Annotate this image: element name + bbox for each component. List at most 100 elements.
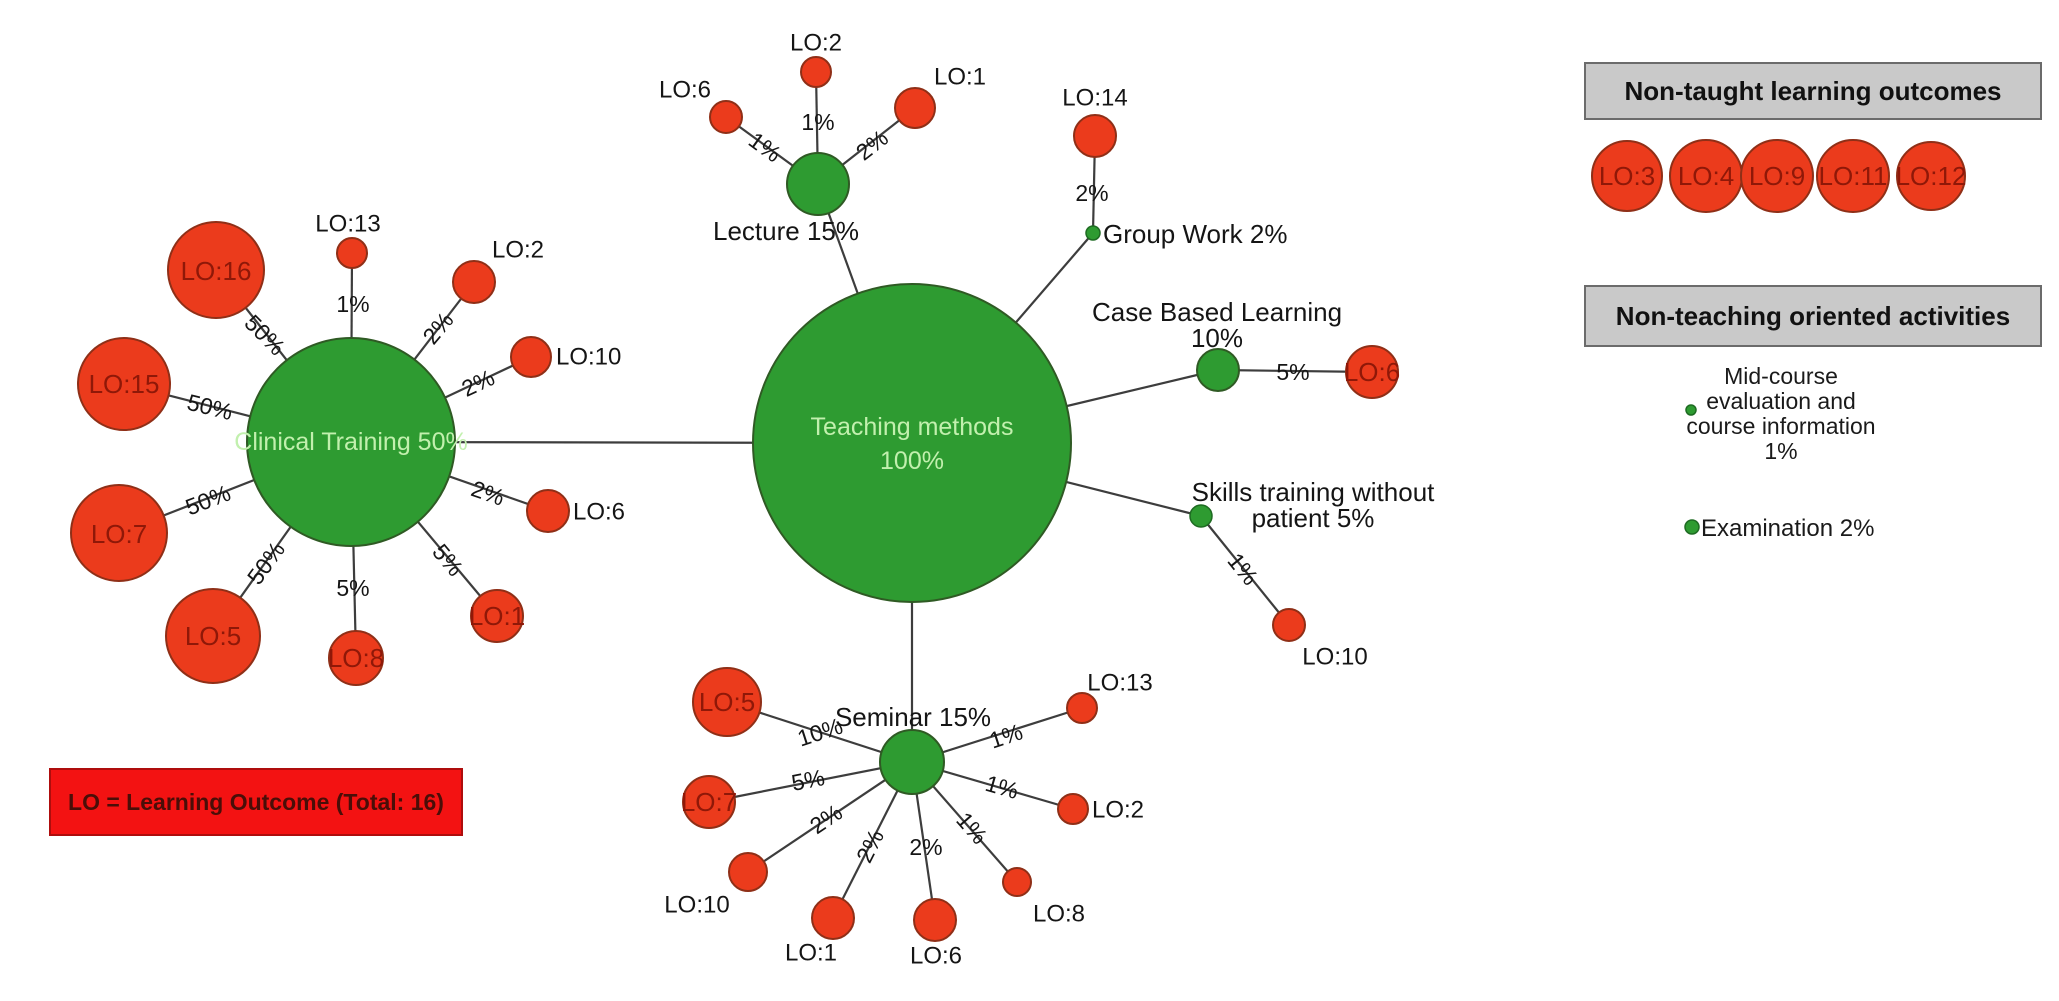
label-100: 100% — [880, 447, 944, 475]
node-clinical-lo7 — [70, 484, 168, 582]
edge-percent-label-2: 2% — [417, 307, 458, 349]
edge-percent-label-2: 2% — [457, 364, 498, 402]
label-lo-10: LO:10 — [664, 892, 729, 919]
edge-percent-label-1: 1% — [982, 770, 1021, 804]
label-lo-4: LO:4 — [1678, 161, 1734, 191]
edge-percent-label-5: 5% — [1276, 359, 1309, 385]
node-clinical-lo5 — [165, 588, 261, 684]
node-clinical-lo6 — [526, 489, 570, 533]
node-lecture-lo1 — [894, 87, 936, 129]
mid-course-line-1: Mid-course — [1724, 363, 1838, 389]
edge-percent-label-1: 1% — [744, 127, 786, 168]
node-seminar-lo8 — [1002, 867, 1032, 897]
edge-percent-label-2: 2% — [468, 475, 508, 510]
label-lo-5: LO:5 — [699, 687, 755, 717]
label-lo-6: LO:6 — [659, 77, 711, 104]
edge-percent-label-1: 1% — [1222, 548, 1263, 590]
examination-label: Examination 2% — [1701, 515, 1875, 542]
edge-percent-label-50: 50% — [242, 537, 290, 590]
mid-course-line-4: 1% — [1764, 438, 1798, 464]
node-seminar-lo6 — [913, 898, 957, 942]
node-lecture-lo6 — [709, 100, 743, 134]
label-lo-7: LO:7 — [681, 787, 737, 817]
node-group-work — [1085, 225, 1101, 241]
label-lo-5: LO:5 — [185, 621, 241, 651]
mid-course-line-2: evaluation and — [1706, 388, 1856, 414]
label-10: 10% — [1191, 323, 1243, 353]
lo-legend-text: LO = Learning Outcome (Total: 16) — [68, 788, 444, 815]
label-lo-13: LO:13 — [1087, 670, 1152, 697]
label-case-based-learning: Case Based Learning — [1092, 297, 1342, 327]
node-cbl-lo6 — [1345, 345, 1399, 399]
label-lo-11: LO:11 — [1819, 161, 1888, 191]
label-lo-1: LO:1 — [934, 64, 986, 91]
node-case-based-learning — [1196, 348, 1240, 392]
label-patient-5: patient 5% — [1252, 503, 1375, 533]
edge-percent-label-50: 50% — [182, 480, 234, 521]
node-clinical-lo16 — [167, 221, 265, 319]
edge-percent-label-5: 5% — [789, 764, 827, 796]
label-lo-2: LO:2 — [1092, 797, 1144, 824]
node-lecture — [786, 152, 850, 216]
node-nontaught-lo9 — [1740, 139, 1814, 213]
edge-percent-label-2: 2% — [1075, 180, 1108, 206]
node-nontaught-lo12 — [1896, 141, 1966, 211]
label-lo-7: LO:7 — [91, 519, 147, 549]
node-seminar — [879, 729, 945, 795]
node-clinical-lo13 — [336, 237, 368, 269]
label-lo-13: LO:13 — [315, 211, 380, 238]
node-seminar-lo13 — [1066, 692, 1098, 724]
non-teaching-activities-header-label: Non-teaching oriented activities — [1615, 300, 2011, 331]
edge-percent-label-50: 50% — [185, 389, 236, 425]
edge-percent-label-1: 1% — [336, 291, 369, 317]
label-lo-10: LO:10 — [1302, 644, 1367, 671]
node-lecture-lo2 — [800, 56, 832, 88]
label-lo-6: LO:6 — [573, 499, 625, 526]
node-seminar-lo7 — [682, 775, 736, 829]
label-lo-6: LO:6 — [1344, 357, 1400, 387]
non-teaching-activities-header: Non-teaching oriented activities — [1584, 285, 2042, 347]
label-lecture-15: Lecture 15% — [713, 216, 859, 246]
label-lo-2: LO:2 — [492, 237, 544, 264]
label-group-work-2: Group Work 2% — [1103, 219, 1287, 249]
edge-percent-label-1: 1% — [801, 109, 834, 135]
label-lo-14: LO:14 — [1062, 85, 1127, 112]
node-seminar-lo1 — [811, 896, 855, 940]
node-teaching-methods — [752, 283, 1072, 603]
label-lo-12: LO:12 — [1896, 161, 1967, 191]
node-skills-lo10 — [1272, 608, 1306, 642]
edge-connector — [708, 760, 913, 804]
node-clinical-lo10 — [510, 336, 552, 378]
node-clinical-training — [246, 337, 456, 547]
label-lo-1: LO:1 — [785, 940, 837, 967]
label-lo-6: LO:6 — [910, 943, 962, 970]
edge-percent-label-50: 50% — [240, 310, 291, 361]
label-lo-2: LO:2 — [790, 30, 842, 57]
label-lo-15: LO:15 — [89, 369, 160, 399]
node-nontaught-lo11 — [1816, 139, 1890, 213]
node-skills-training — [1189, 504, 1213, 528]
edge-percent-label-1: 1% — [986, 718, 1026, 753]
edge-percent-label-2: 2% — [851, 825, 889, 866]
node-examination — [1684, 519, 1700, 535]
node-seminar-lo5 — [692, 667, 762, 737]
label-lo-8: LO:8 — [1033, 901, 1085, 928]
lo-legend-box: LO = Learning Outcome (Total: 16) — [49, 768, 463, 836]
label-lo-9: LO:9 — [1749, 161, 1805, 191]
edge-percent-label-5: 5% — [336, 575, 369, 601]
node-clinical-lo15 — [77, 337, 171, 431]
node-clinical-lo1 — [470, 589, 524, 643]
label-lo-8: LO:8 — [328, 643, 384, 673]
label-lo-16: LO:16 — [181, 256, 252, 286]
node-nontaught-lo3 — [1591, 140, 1663, 212]
mid-course-line-3: course information — [1686, 413, 1876, 439]
label-clinical-training-50: Clinical Training 50% — [234, 428, 467, 456]
label-lo-3: LO:3 — [1599, 161, 1655, 191]
node-mid-course-eval — [1685, 404, 1697, 416]
label-lo-10: LO:10 — [556, 344, 621, 371]
edge-percent-label-2: 2% — [805, 799, 847, 839]
node-groupwork-lo14 — [1073, 114, 1117, 158]
mid-course-evaluation-label: Mid-course evaluation and course informa… — [1659, 364, 1903, 464]
